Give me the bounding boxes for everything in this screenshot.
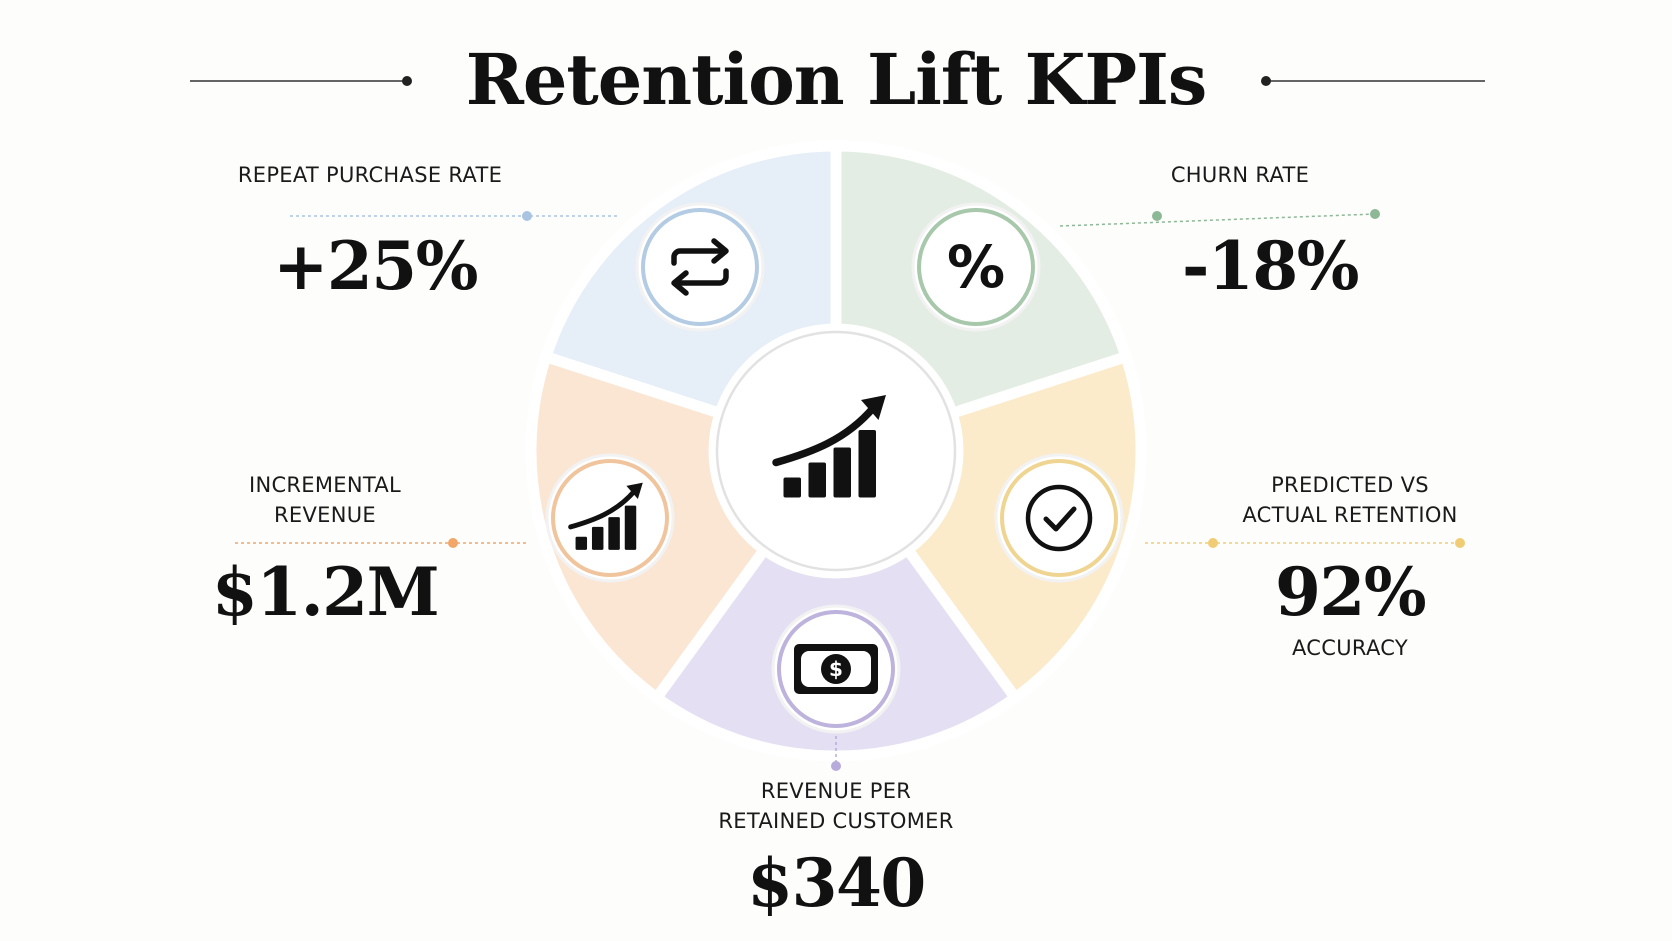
checkmark-circle-icon xyxy=(994,453,1124,583)
growth-chart-glyph xyxy=(568,482,643,550)
predicted-vs-actual-value: 92% xyxy=(1274,553,1427,631)
arrow-top-head xyxy=(711,238,729,264)
chart-bar xyxy=(575,536,588,550)
chart-bar xyxy=(808,462,826,498)
leader-dot-churn-rate xyxy=(1370,209,1380,219)
predicted-vs-actual-label: PREDICTED VS ACTUAL RETENTION xyxy=(1160,470,1540,530)
leader-line-churn-rate xyxy=(1059,213,1376,227)
leader-dot-incremental-revenue xyxy=(448,538,458,548)
arrow-top xyxy=(671,248,725,266)
churn-rate-label: CHURN RATE xyxy=(1090,160,1390,190)
check-ring xyxy=(1025,484,1093,552)
money-bill-icon: $ xyxy=(771,604,901,734)
bill-coin xyxy=(821,654,851,684)
trend-line xyxy=(568,488,638,530)
label-line: REVENUE PER xyxy=(760,779,912,803)
predicted-vs-actual-sublabel: ACCURACY xyxy=(1292,636,1408,660)
dollar-glyph: $ xyxy=(829,657,843,681)
chart-bar xyxy=(624,505,637,550)
label-line: CHURN RATE xyxy=(1170,163,1310,187)
percent-glyph: % xyxy=(947,233,1005,301)
chart-bar xyxy=(591,526,604,550)
arrow-head xyxy=(861,395,886,420)
leader-dot-revenue-per-retained-customer xyxy=(831,761,841,771)
incremental-revenue-label: INCREMENTAL REVENUE xyxy=(170,470,480,530)
title-rule-dot-right xyxy=(1261,76,1271,86)
percent-icon: % xyxy=(911,202,1041,332)
leader-dot-churn-rate xyxy=(1152,211,1162,221)
label-line: ACTUAL RETENTION xyxy=(1242,503,1458,527)
repeat-purchase-rate-value: +25% xyxy=(273,227,478,305)
trend-line xyxy=(772,403,878,467)
arrow-bottom xyxy=(675,268,729,286)
arrow-bottom-head xyxy=(671,270,689,296)
label-line: INCREMENTAL xyxy=(248,473,402,497)
churn-rate-value: -18% xyxy=(1182,227,1359,305)
chart-bar xyxy=(608,517,620,550)
growth-chart-icon xyxy=(772,395,886,498)
label-line: REPEAT PURCHASE RATE xyxy=(237,163,503,187)
chart-bar xyxy=(833,447,851,498)
repeat-purchase-rate-label: REPEAT PURCHASE RATE xyxy=(185,160,555,190)
page-title: Retention Lift KPIs xyxy=(465,38,1208,121)
center-growth-glyph xyxy=(772,395,886,498)
label-line: RETAINED CUSTOMER xyxy=(718,809,954,833)
check-mark xyxy=(1043,506,1077,532)
incremental-revenue-value: $1.2M xyxy=(211,553,440,631)
chart-bar xyxy=(783,477,801,498)
badge-ring xyxy=(1000,459,1118,577)
label-line: REVENUE xyxy=(274,503,376,527)
repeat-arrows-icon xyxy=(635,202,765,332)
title-rule-dot-left xyxy=(402,76,412,86)
revenue-per-retained-customer-value: $340 xyxy=(747,844,926,922)
leader-dot-predicted-vs-actual xyxy=(1455,538,1465,548)
badge-ring xyxy=(641,208,759,326)
arrow-head xyxy=(626,482,643,500)
chart-bar xyxy=(858,430,876,498)
leader-dot-repeat-purchase-rate xyxy=(522,211,532,221)
growth-chart-icon xyxy=(545,453,675,583)
label-line: PREDICTED VS xyxy=(1271,473,1429,497)
revenue-per-retained-customer-label: REVENUE PER RETAINED CUSTOMER xyxy=(661,776,1011,836)
badge-ring xyxy=(917,208,1035,326)
leader-dot-predicted-vs-actual xyxy=(1208,538,1218,548)
